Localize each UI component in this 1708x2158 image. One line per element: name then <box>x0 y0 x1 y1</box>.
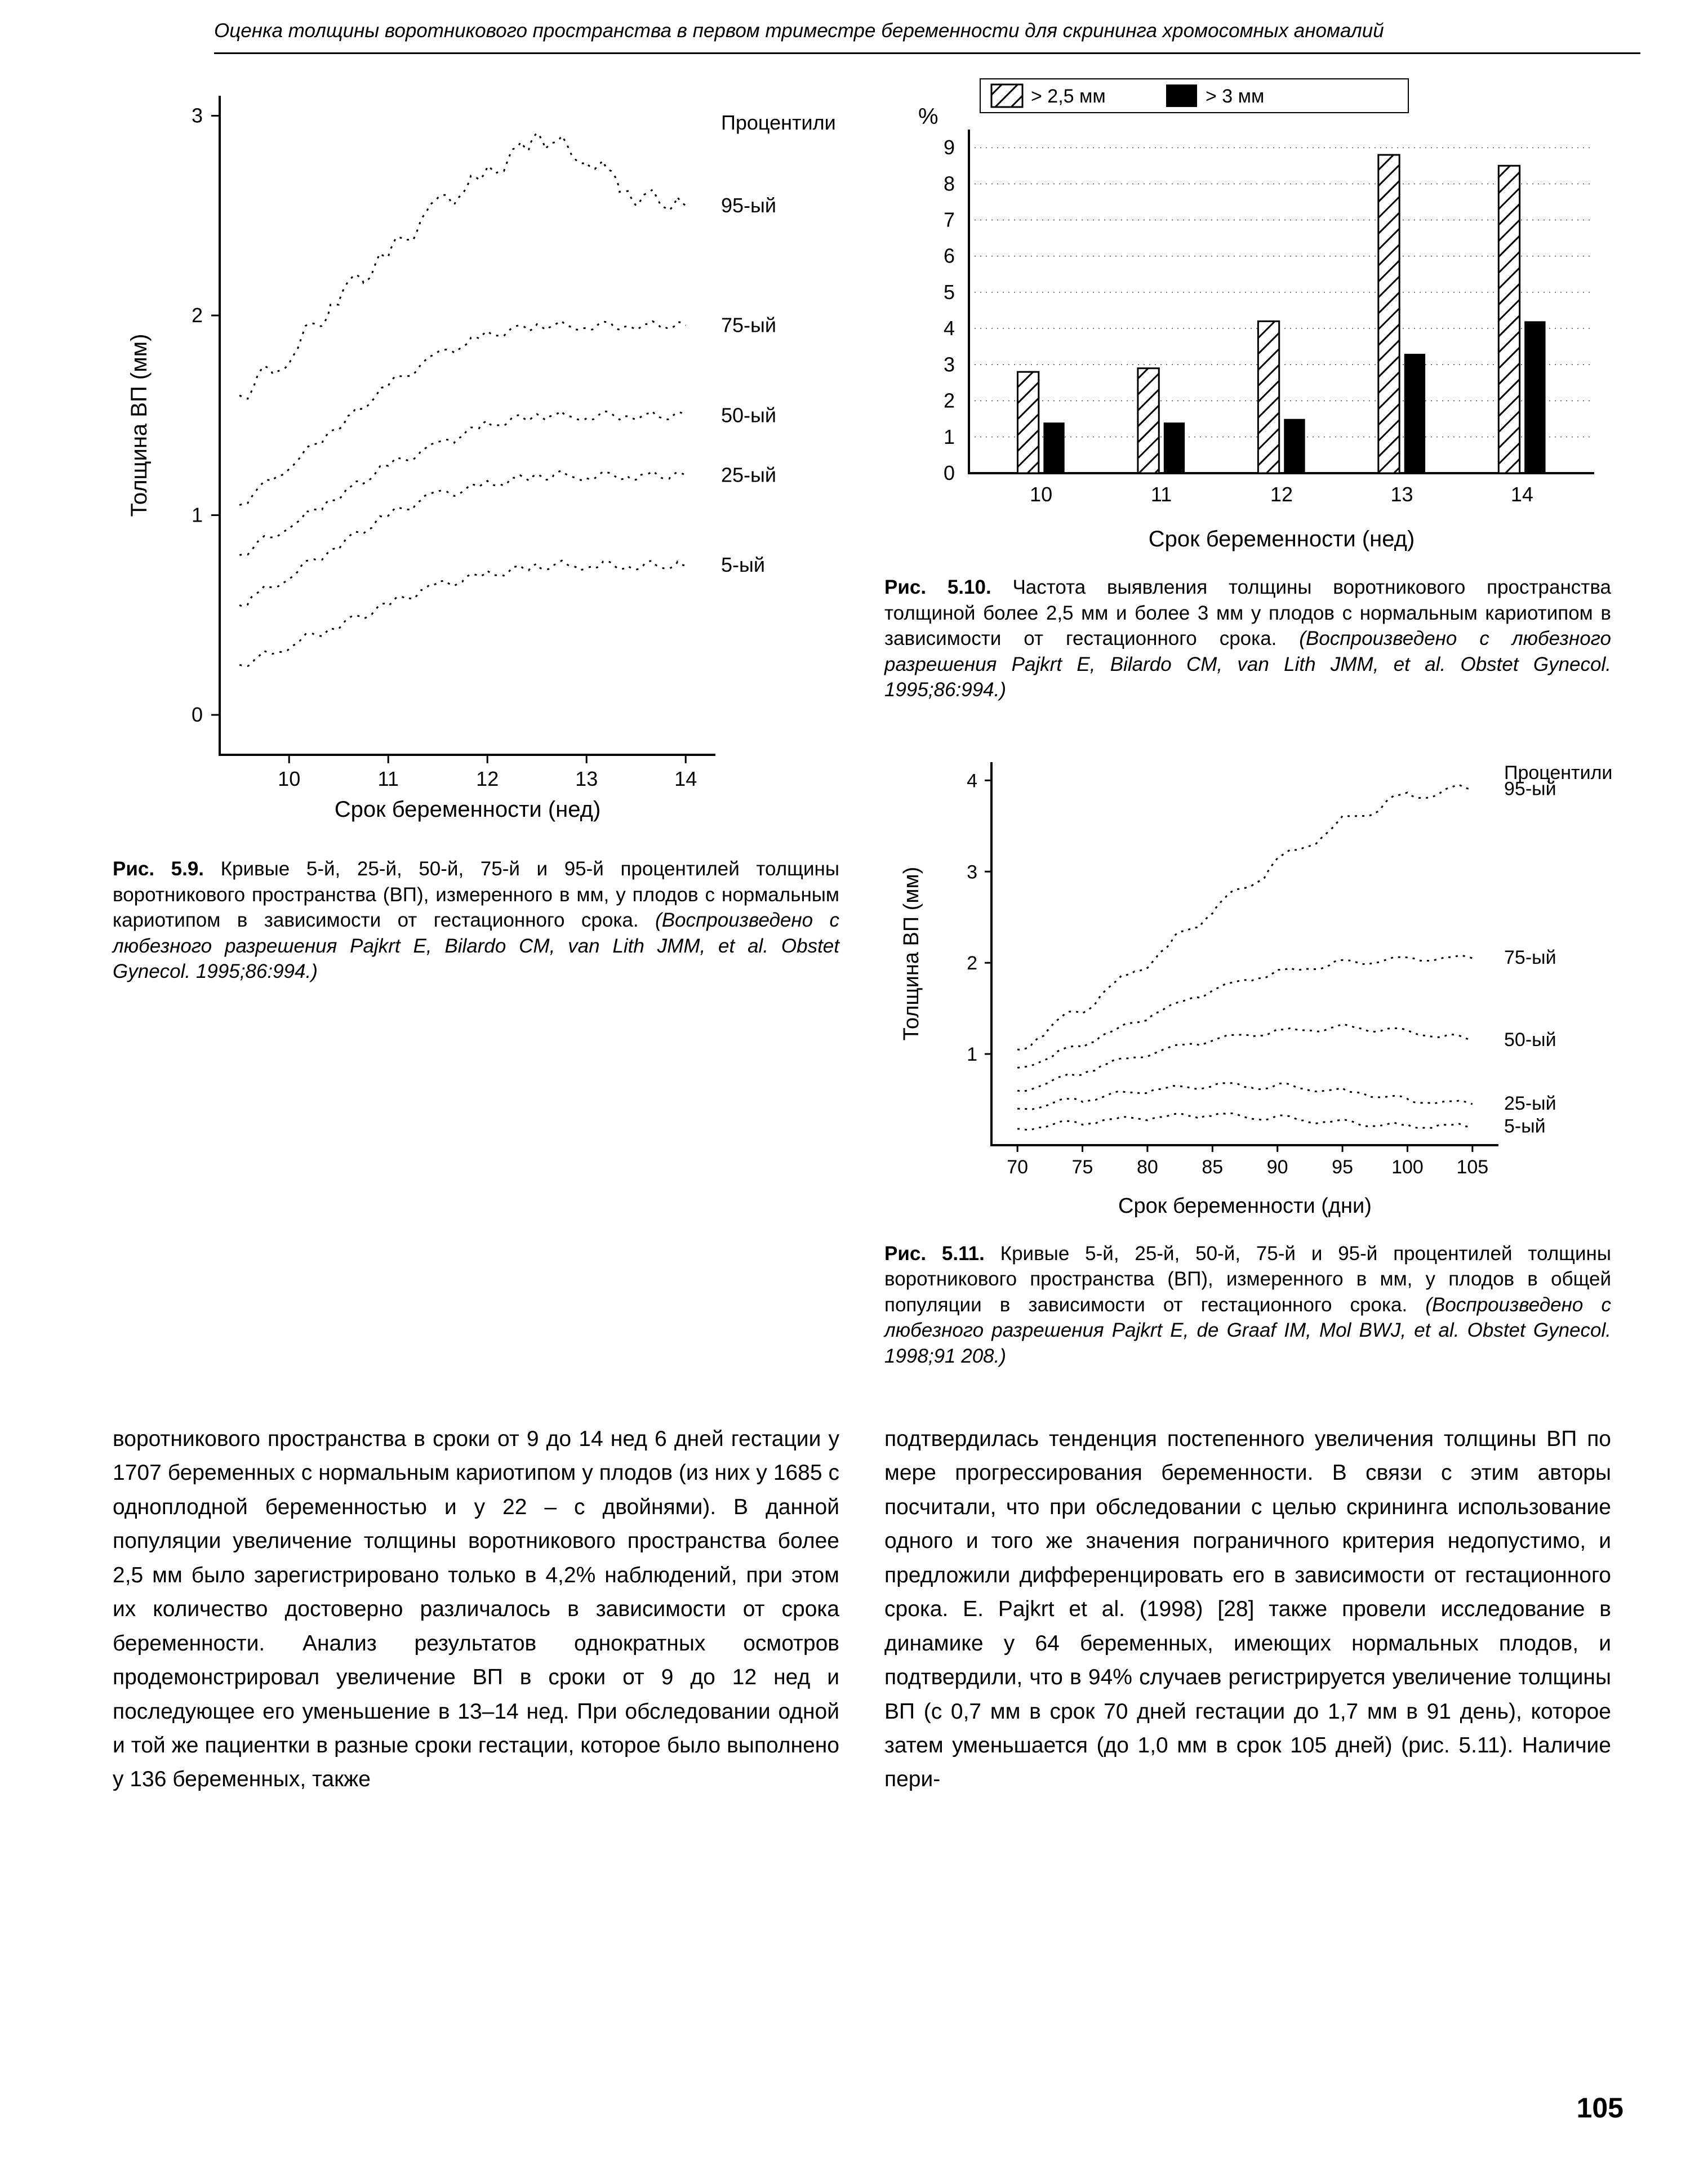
svg-text:10: 10 <box>1030 483 1052 506</box>
svg-text:50-ый: 50-ый <box>721 403 776 426</box>
svg-text:25-ый: 25-ый <box>1504 1093 1556 1114</box>
svg-text:13: 13 <box>575 767 598 790</box>
svg-text:11: 11 <box>378 767 399 790</box>
figure-5-11-caption: Рис. 5.11. Кривые 5-й, 25-й, 50-й, 75-й … <box>884 1241 1611 1369</box>
right-body-text: подтвердилась тенденция постепенного уве… <box>884 1422 1611 1797</box>
figure-5-10-caption: Рис. 5.10. Частота выявления толщины вор… <box>884 575 1611 703</box>
svg-text:12: 12 <box>1270 483 1293 506</box>
svg-text:2: 2 <box>944 389 955 412</box>
svg-text:Срок беременности (нед): Срок беременности (нед) <box>335 797 601 822</box>
svg-text:0: 0 <box>944 461 955 484</box>
svg-text:75: 75 <box>1072 1156 1093 1178</box>
svg-text:1: 1 <box>967 1044 977 1065</box>
svg-text:75-ый: 75-ый <box>1504 947 1556 968</box>
svg-text:95: 95 <box>1332 1156 1353 1178</box>
svg-text:14: 14 <box>674 767 697 790</box>
svg-text:5: 5 <box>944 281 955 304</box>
right-column: > 2,5 мм> 3 мм01234567891011121314Срок б… <box>884 73 1611 1819</box>
svg-text:Срок беременности (дни): Срок беременности (дни) <box>1118 1194 1372 1218</box>
svg-text:85: 85 <box>1202 1156 1223 1178</box>
svg-text:95-ый: 95-ый <box>721 194 776 217</box>
running-head: Оценка толщины воротникового пространств… <box>214 20 1640 54</box>
svg-text:75-ый: 75-ый <box>721 314 776 337</box>
svg-text:70: 70 <box>1007 1156 1028 1178</box>
svg-text:25-ый: 25-ый <box>721 464 776 487</box>
svg-text:2: 2 <box>967 953 977 974</box>
svg-text:105: 105 <box>1456 1156 1488 1178</box>
svg-text:7: 7 <box>944 208 955 232</box>
svg-text:3: 3 <box>192 104 203 127</box>
svg-text:Процентили: Процентили <box>721 111 836 134</box>
svg-text:%: % <box>918 104 938 129</box>
figure-5-11-chart: 70 75 80 85 90 95 100 105 1 2 3 4 Срок беременности … <box>884 740 1611 1230</box>
figure-5-9-caption-bold: Рис. 5.9. <box>113 858 204 880</box>
svg-text:8: 8 <box>944 172 955 195</box>
svg-text:95-ый: 95-ый <box>1504 778 1556 799</box>
svg-text:3: 3 <box>967 861 977 883</box>
svg-text:5-ый: 5-ый <box>1504 1115 1546 1137</box>
svg-text:50-ый: 50-ый <box>1504 1029 1556 1050</box>
svg-text:10: 10 <box>278 767 300 790</box>
figure-5-11-caption-bold: Рис. 5.11. <box>884 1243 985 1265</box>
svg-text:90: 90 <box>1267 1156 1288 1178</box>
svg-text:Толщина ВП (мм): Толщина ВП (мм) <box>900 866 923 1040</box>
left-body-text: воротникового пространства в сроки от 9 … <box>113 1422 839 1797</box>
svg-text:0: 0 <box>192 703 203 726</box>
svg-text:2: 2 <box>192 304 203 327</box>
svg-text:1: 1 <box>192 504 203 527</box>
svg-text:80: 80 <box>1137 1156 1158 1178</box>
svg-text:100: 100 <box>1391 1156 1424 1178</box>
svg-text:9: 9 <box>944 136 955 159</box>
page-number: 105 <box>1577 2092 1624 2124</box>
svg-text:4: 4 <box>944 317 955 340</box>
svg-text:> 3 мм: > 3 мм <box>1206 86 1264 107</box>
figure-5-9-chart: 10111213140123Срок беременности (нед)Тол… <box>113 73 839 839</box>
svg-text:4: 4 <box>967 770 977 791</box>
left-column: 10111213140123Срок беременности (нед)Тол… <box>113 73 839 1819</box>
content-two-col: 10111213140123Срок беременности (нед)Тол… <box>113 73 1611 1819</box>
svg-text:12: 12 <box>476 767 499 790</box>
svg-text:> 2,5 мм: > 2,5 мм <box>1031 86 1106 107</box>
svg-text:3: 3 <box>944 353 955 376</box>
figure-5-9-caption: Рис. 5.9. Кривые 5-й, 25-й, 50-й, 75-й и… <box>113 856 839 985</box>
svg-text:Толщина ВП (мм): Толщина ВП (мм) <box>127 334 152 517</box>
figure-5-10-chart: > 2,5 мм> 3 мм01234567891011121314Срок б… <box>884 73 1611 563</box>
page: Оценка толщины воротникового пространств… <box>0 0 1708 2158</box>
svg-text:11: 11 <box>1151 483 1172 506</box>
svg-text:5-ый: 5-ый <box>721 553 765 576</box>
svg-text:13: 13 <box>1390 483 1413 506</box>
svg-text:Срок беременности (нед): Срок беременности (нед) <box>1149 527 1415 551</box>
svg-text:6: 6 <box>944 244 955 268</box>
svg-text:1: 1 <box>944 425 955 448</box>
figure-5-10-caption-bold: Рис. 5.10. <box>884 576 991 598</box>
svg-text:14: 14 <box>1511 483 1533 506</box>
